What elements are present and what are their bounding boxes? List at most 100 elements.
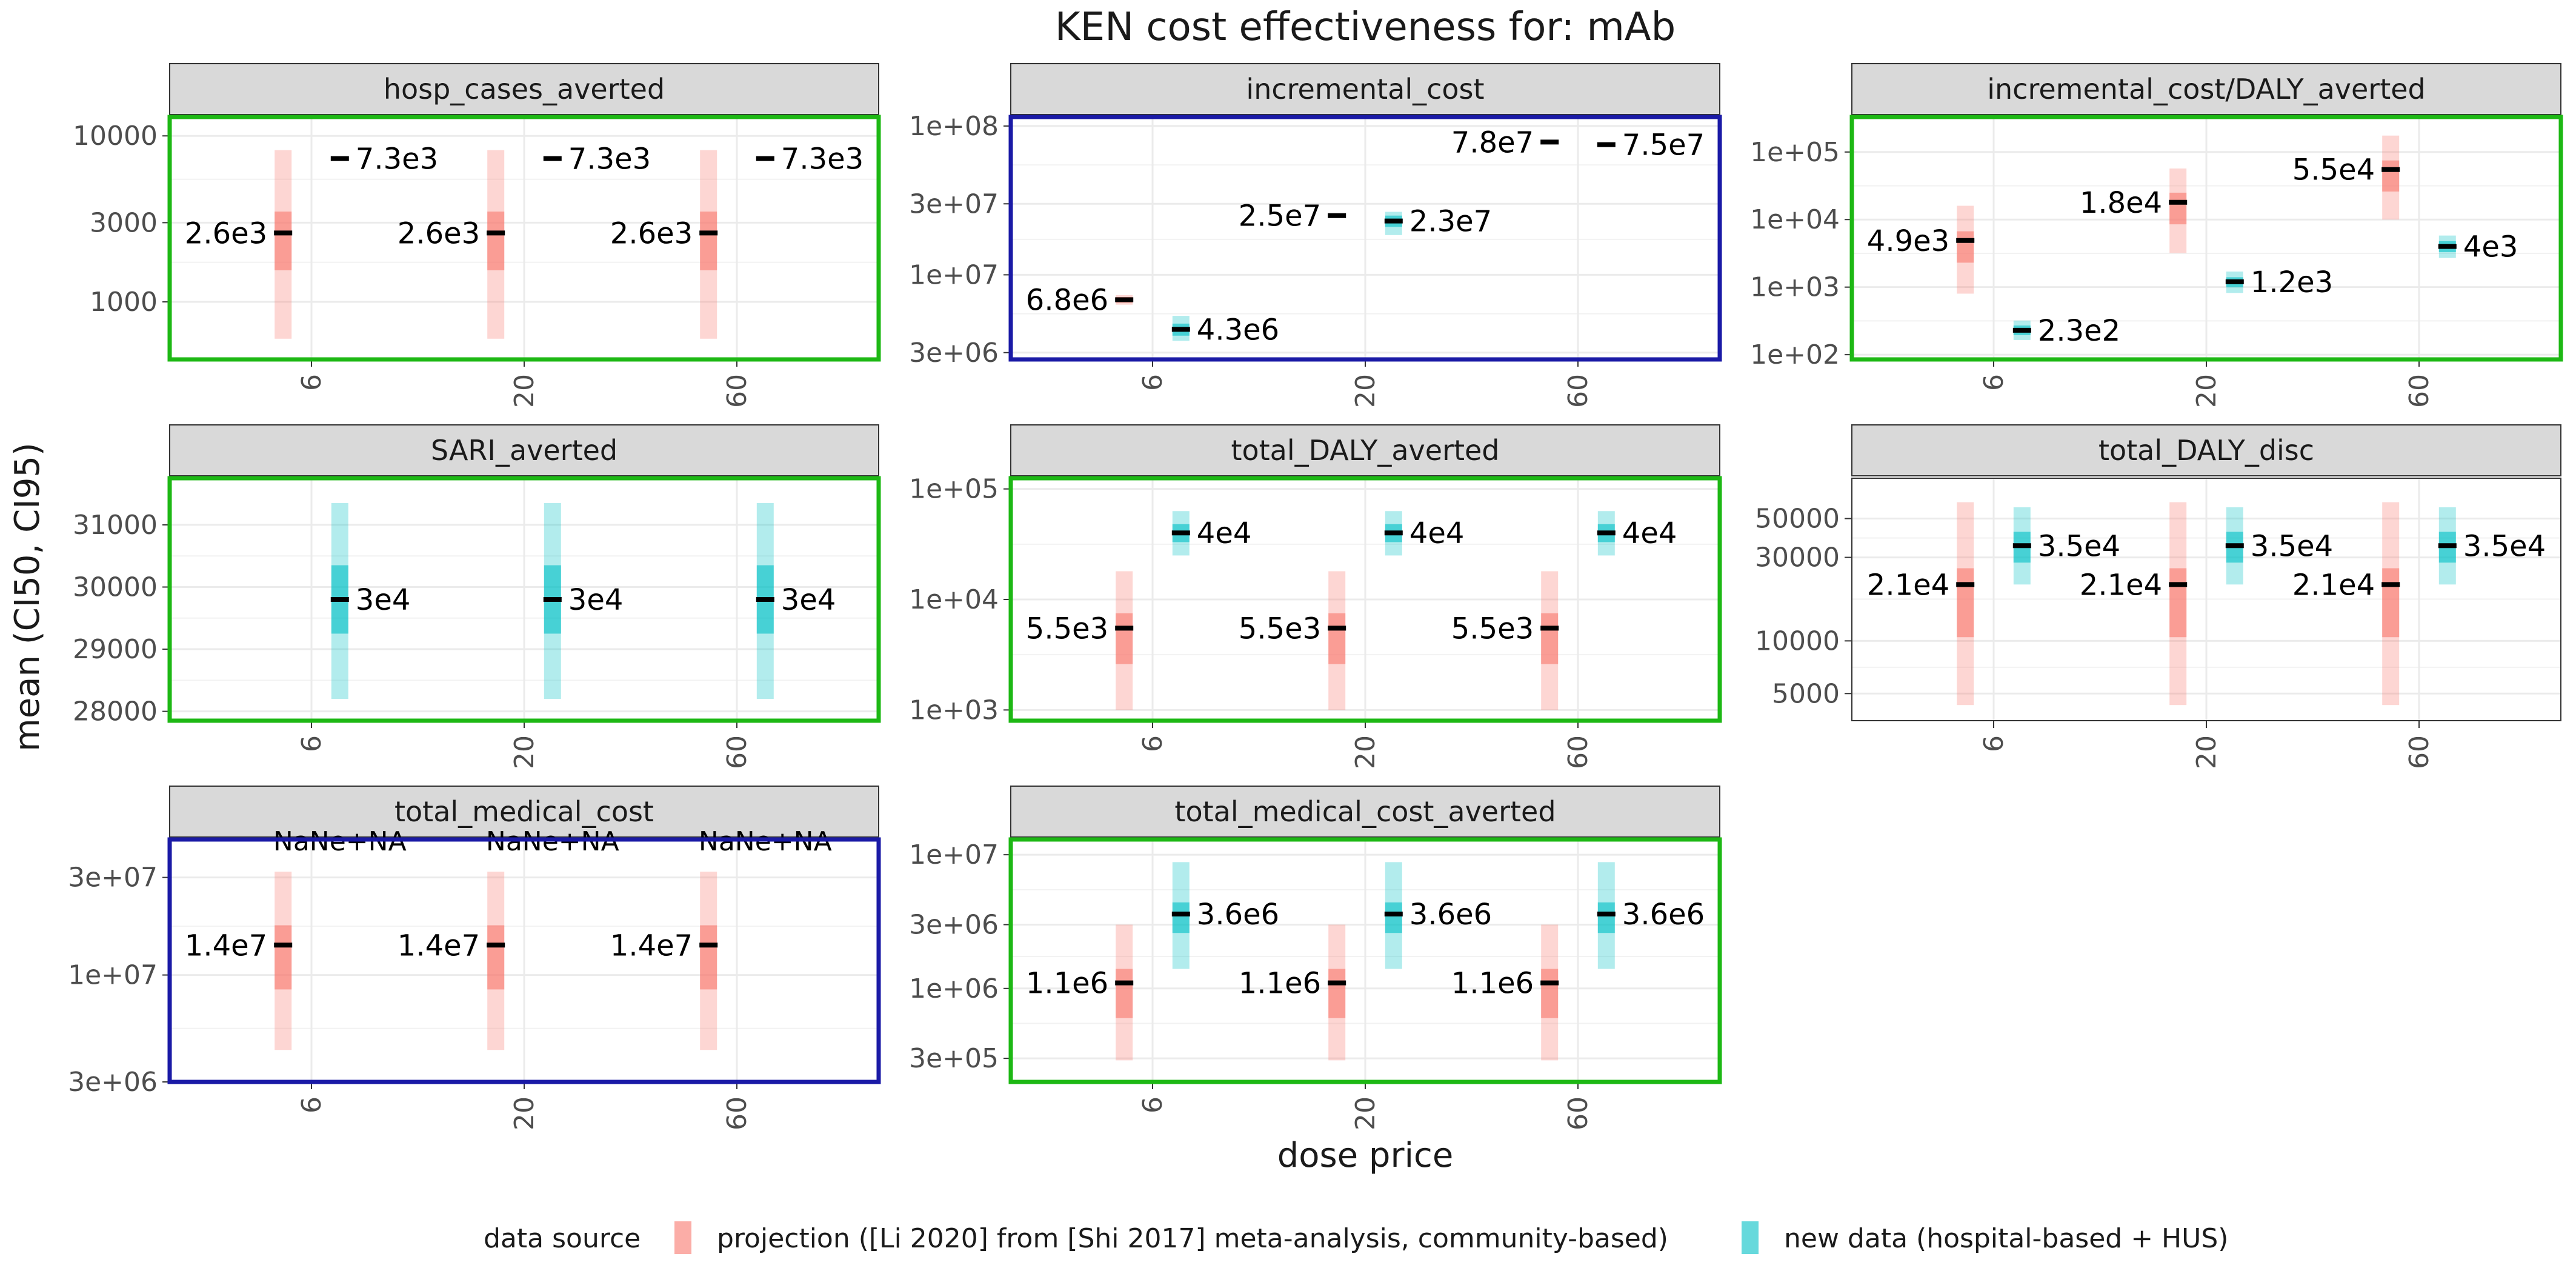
y-tick-label: 50000 [1755, 504, 1840, 535]
y-tick-label: 10000 [73, 121, 158, 152]
data-label: 3.6e6 [1409, 898, 1492, 932]
x-tick-label: 20 [509, 1096, 540, 1130]
data-label: 2.3e7 [1409, 205, 1492, 239]
ci50-bar [1172, 902, 1190, 933]
ci50-bar [1328, 613, 1346, 664]
panel-border [1008, 115, 1722, 362]
y-tick-label: 3e+06 [68, 1067, 158, 1098]
facet-strip-label: total_medical_cost [394, 795, 654, 828]
facet-strip-label: incremental_cost [1246, 73, 1484, 105]
facet-panel: total_medical_cost 3e+06 1e+07 3e+07 6 20 60 1.… [68, 786, 881, 1130]
ci50-bar [1116, 969, 1133, 1018]
y-tick-label: 1e+04 [1750, 204, 1840, 235]
legend-swatch-projection [674, 1221, 691, 1254]
ci50-bar [2169, 568, 2187, 638]
ci50-bar [1957, 231, 1974, 263]
data-label: 3.5e4 [2038, 529, 2120, 563]
ci50-bar [1328, 969, 1346, 1018]
legend-label-new-data: new data (hospital-based + HUS) [1784, 1223, 2228, 1254]
x-tick-label: 6 [296, 735, 327, 752]
x-axis-title: dose price [1277, 1136, 1454, 1175]
data-label: 5.5e3 [1026, 612, 1108, 646]
data-label: 3.6e6 [1197, 898, 1279, 932]
ci50-bar [1541, 969, 1559, 1018]
x-tick-label: 20 [1350, 735, 1381, 769]
y-tick-label: 1e+05 [909, 474, 999, 505]
x-tick-label: 60 [1563, 374, 1594, 408]
data-label: 2.3e2 [2038, 314, 2120, 348]
y-tick-label: 1e+07 [909, 259, 999, 290]
ci50-bar [700, 925, 717, 990]
facet-strip [169, 63, 879, 115]
x-tick-label: 20 [509, 735, 540, 769]
y-tick-label: 29000 [73, 634, 158, 665]
x-tick-label: 6 [296, 1096, 327, 1113]
facet-panel: hosp_cases_averted 1000 3000 10000 6 20 60 2.6e… [73, 63, 881, 408]
y-tick-label: 3e+07 [68, 863, 158, 893]
panel-border [1849, 115, 2563, 362]
ci50-bar [1957, 568, 1974, 638]
ci50-bar [487, 925, 505, 990]
data-label: 4.9e3 [1867, 224, 1949, 258]
y-tick-label: 1e+02 [1750, 339, 1840, 370]
panel-border [167, 115, 881, 362]
x-tick-label: 6 [1137, 735, 1168, 752]
facet-strip [169, 786, 879, 838]
data-label: 1.1e6 [1239, 967, 1321, 1001]
x-tick-label: 20 [1350, 1096, 1381, 1130]
y-axis-title: mean (CI50, CI95) [8, 442, 47, 752]
data-label: 4e4 [1622, 516, 1677, 550]
data-label: 1.1e6 [1451, 967, 1534, 1001]
ci50-bar [275, 212, 292, 270]
facet-strip [1010, 786, 1720, 838]
x-tick-label: 20 [2191, 735, 2222, 769]
data-label: 2.5e7 [1239, 199, 1321, 233]
facet-strip-label: total_DALY_disc [2098, 434, 2314, 467]
data-label: 3.5e4 [2463, 529, 2546, 563]
y-tick-label: 1e+06 [909, 973, 999, 1004]
facet-strip-label: SARI_averted [431, 434, 617, 467]
ci50-bar [700, 212, 717, 270]
data-label: 4e4 [1197, 516, 1252, 550]
x-tick-label: 6 [296, 374, 327, 391]
facet-panel: incremental_cost 3e+06 1e+07 3e+07 1e+08 6 20 6… [909, 63, 1722, 408]
y-tick-label: 1e+03 [1750, 272, 1840, 303]
panel-border [167, 837, 881, 1084]
data-label: 2.6e3 [398, 216, 480, 250]
y-tick-label: 5000 [1772, 678, 1840, 709]
data-label: 2.1e4 [1867, 568, 1949, 602]
data-label: 4.3e6 [1197, 313, 1279, 347]
data-label: 3e4 [568, 583, 624, 617]
ci50-bar [1541, 613, 1559, 664]
facet-strip-label: incremental_cost/DALY_averted [1987, 73, 2426, 105]
data-label: 7.8e7 [1451, 125, 1534, 159]
y-tick-label: 1e+08 [909, 111, 999, 142]
facet-panel: total_DALY_averted 1e+03 1e+04 1e+05 6 20 60 5.… [909, 424, 1722, 769]
x-tick-label: 60 [1563, 735, 1594, 769]
y-tick-label: 3e+06 [909, 910, 999, 941]
y-tick-label: 30000 [73, 572, 158, 602]
x-tick-label: 60 [2404, 735, 2435, 769]
ci50-bar [2382, 160, 2400, 192]
y-tick-label: 28000 [73, 696, 158, 727]
data-label: 4e3 [2463, 230, 2518, 264]
x-tick-label: 6 [1137, 374, 1168, 391]
y-tick-label: 1e+07 [68, 960, 158, 991]
y-tick-label: 31000 [73, 510, 158, 541]
data-label: 1.2e3 [2251, 265, 2333, 299]
data-label: 3e4 [356, 583, 411, 617]
legend-title: data source [484, 1223, 641, 1254]
facet-panel: total_DALY_disc 5000 10000 30000 50000 6 20 60 2… [1755, 424, 2561, 769]
data-label: 7.5e7 [1622, 128, 1705, 162]
x-tick-label: 20 [509, 374, 540, 408]
legend: data source projection ([Li 2020] from [… [484, 1221, 2228, 1254]
x-tick-label: 60 [2404, 374, 2435, 408]
data-label: 1.4e7 [185, 929, 267, 963]
x-tick-label: 20 [2191, 374, 2222, 408]
data-label: 2.1e4 [2292, 568, 2375, 602]
y-tick-label: 3e+06 [909, 338, 999, 369]
data-label: 5.5e3 [1239, 612, 1321, 646]
data-label: 1.4e7 [398, 929, 480, 963]
y-tick-label: 3000 [90, 207, 158, 238]
